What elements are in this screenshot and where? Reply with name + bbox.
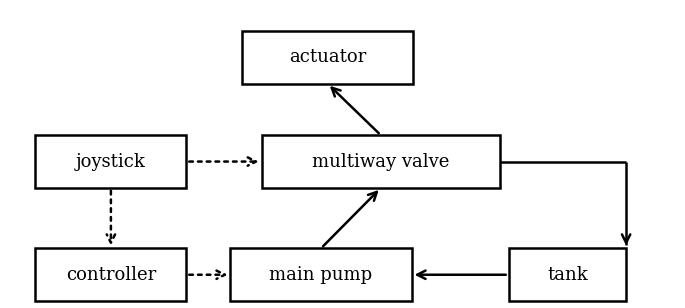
Text: joystick: joystick <box>76 152 146 171</box>
Bar <box>509 248 626 301</box>
Text: actuator: actuator <box>289 48 366 67</box>
Bar <box>242 31 413 84</box>
Text: controller: controller <box>66 266 156 284</box>
Bar <box>262 135 500 188</box>
Bar <box>230 248 412 301</box>
Bar <box>36 248 186 301</box>
Text: main pump: main pump <box>269 266 373 284</box>
Bar <box>36 135 186 188</box>
Text: multiway valve: multiway valve <box>312 152 449 171</box>
Text: tank: tank <box>547 266 588 284</box>
